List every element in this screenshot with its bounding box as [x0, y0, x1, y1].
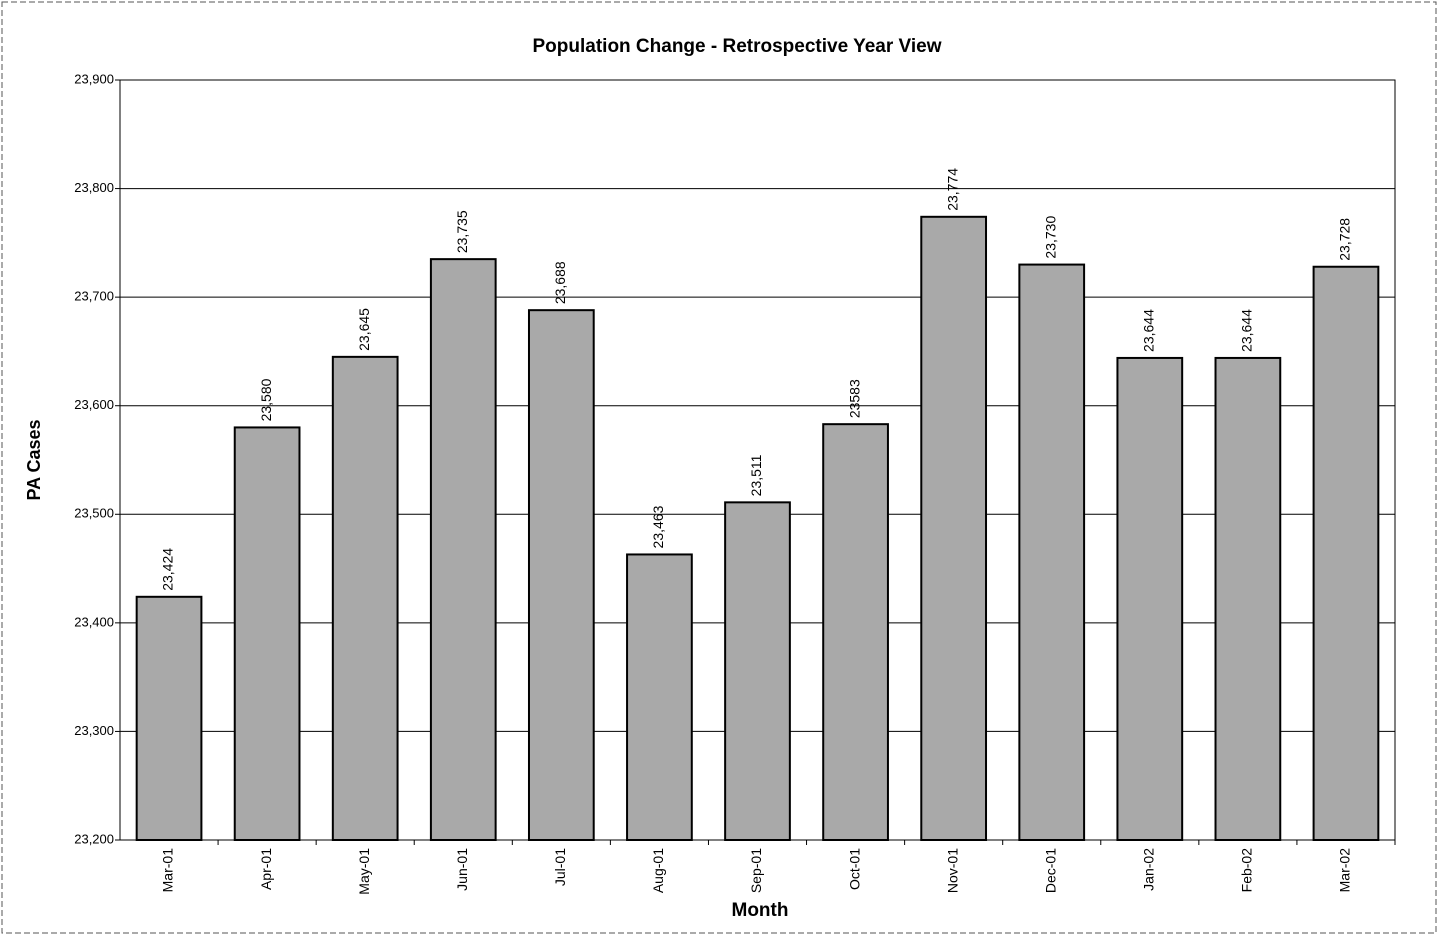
x-tick-label: Jun-01 [454, 848, 470, 891]
y-tick-label: 23,800 [74, 180, 114, 195]
bar [1116, 356, 1184, 841]
value-label: 23,644 [1239, 309, 1255, 352]
bar [331, 355, 399, 841]
value-label: 23,463 [650, 505, 666, 548]
value-label: 23,645 [356, 308, 372, 351]
value-label: 23,580 [258, 378, 274, 421]
x-tick-label: May-01 [356, 848, 372, 895]
bar [429, 258, 497, 841]
bar [1018, 263, 1086, 842]
value-label: 23,774 [944, 168, 960, 211]
value-label: 23,511 [748, 454, 764, 496]
bar [724, 501, 791, 841]
x-axis-title: Month [732, 900, 789, 921]
x-tick-label: Dec-01 [1042, 848, 1058, 893]
bar [1312, 265, 1380, 841]
x-tick-label: Mar-01 [160, 848, 176, 893]
value-label: 23,728 [1337, 218, 1353, 261]
bar [233, 426, 301, 841]
value-label: 23,730 [1042, 216, 1058, 259]
chart-title: Population Change - Retrospective Year V… [533, 36, 942, 57]
x-tick-label: Sep-01 [748, 848, 764, 893]
bar [822, 423, 889, 841]
x-tick-label: Nov-01 [944, 848, 960, 893]
x-tick-label: Oct-01 [846, 848, 862, 890]
y-tick-label: 23,400 [74, 614, 114, 629]
value-label: 23,688 [552, 261, 568, 304]
x-tick-label: Feb-02 [1239, 848, 1255, 893]
y-tick-label: 23,500 [74, 506, 114, 521]
value-label: 23,424 [160, 548, 176, 591]
x-tick-label: Apr-01 [258, 848, 274, 890]
x-tick-label: Mar-02 [1337, 848, 1353, 893]
bar [1214, 356, 1282, 841]
bar [135, 595, 203, 841]
y-tick-label: 23,700 [74, 289, 114, 304]
value-label: 23583 [846, 379, 862, 418]
y-tick-label: 23,200 [74, 831, 114, 846]
bar [920, 215, 988, 842]
y-tick-label: 23,900 [74, 71, 114, 86]
y-axis-title: PA Cases [24, 419, 44, 500]
x-tick-label: Jan-02 [1141, 848, 1157, 891]
value-label: 23,735 [454, 210, 470, 253]
value-label: 23,644 [1141, 309, 1157, 352]
x-tick-label: Aug-01 [650, 848, 666, 893]
bar [527, 309, 595, 841]
y-tick-label: 23,600 [74, 397, 114, 412]
x-tick-label: Jul-01 [552, 848, 568, 886]
bar [626, 553, 693, 841]
y-tick-label: 23,300 [74, 723, 114, 738]
